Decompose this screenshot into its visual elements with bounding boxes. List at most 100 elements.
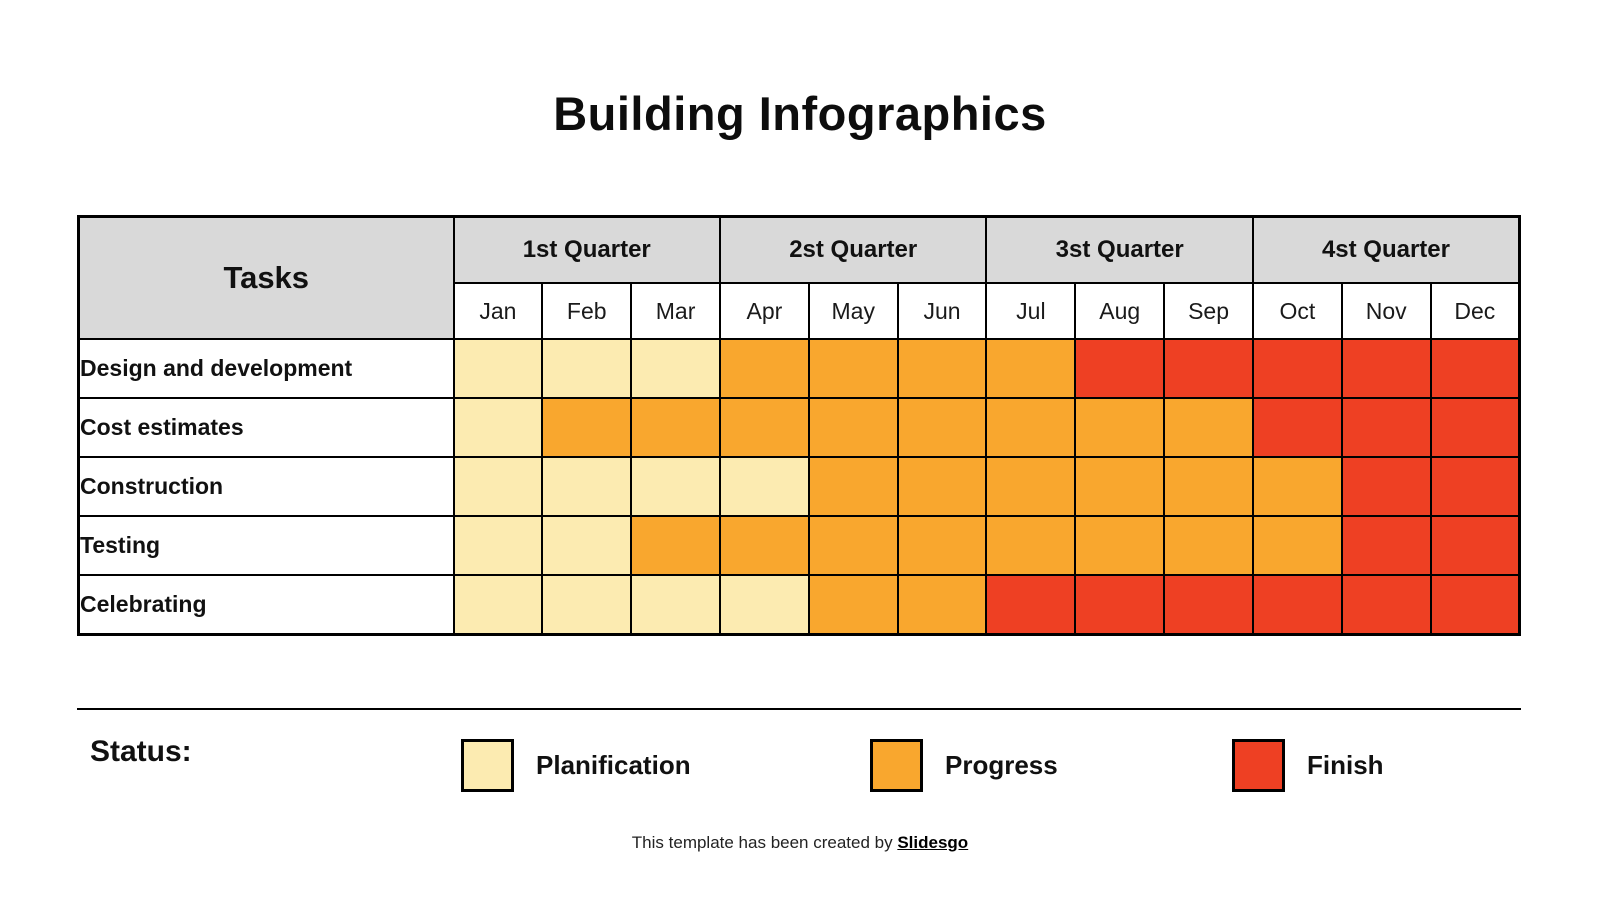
table-row: Testing	[77, 515, 1521, 576]
tasks-column-header: Tasks	[77, 215, 455, 340]
footer-credit: This template has been created by Slides…	[0, 833, 1600, 853]
gantt-cell	[452, 574, 544, 635]
divider	[77, 708, 1521, 710]
gantt-cell	[1340, 397, 1432, 458]
month-header-sep: Sep	[1163, 282, 1254, 340]
gantt-cell	[541, 574, 633, 635]
gantt-cell	[1251, 515, 1343, 576]
gantt-cell	[896, 397, 988, 458]
footer-text: This template has been created by	[631, 833, 898, 852]
table-row: Construction	[77, 456, 1521, 517]
gantt-cell	[807, 515, 899, 576]
legend-item-plan: Planification	[461, 739, 691, 792]
task-label: Testing	[77, 515, 455, 576]
task-label: Celebrating	[77, 574, 455, 635]
quarter-header-2: 2st Quarter	[718, 215, 988, 284]
gantt-cell	[1429, 456, 1521, 517]
gantt-cell	[1074, 456, 1166, 517]
gantt-cell	[985, 574, 1077, 635]
legend-swatch-progress	[870, 739, 923, 792]
gantt-cell	[541, 397, 633, 458]
page-title: Building Infographics	[553, 87, 1047, 140]
task-label: Cost estimates	[77, 397, 455, 458]
gantt-cell	[1074, 397, 1166, 458]
gantt-cell	[985, 456, 1077, 517]
legend-item-progress: Progress	[870, 739, 1058, 792]
gantt-cell	[718, 397, 810, 458]
gantt-cell	[1251, 574, 1343, 635]
gantt-cell	[896, 515, 988, 576]
gantt-cell	[1340, 456, 1432, 517]
table-row: Cost estimates	[77, 397, 1521, 458]
gantt-cell	[1163, 515, 1254, 576]
gantt-cell	[1163, 338, 1254, 399]
gantt-cell	[630, 397, 721, 458]
gantt-cell	[1251, 397, 1343, 458]
month-header-may: May	[807, 282, 899, 340]
legend-label-plan: Planification	[536, 750, 691, 780]
month-header-jun: Jun	[896, 282, 988, 340]
gantt-cell	[1163, 574, 1254, 635]
gantt-cell	[985, 515, 1077, 576]
gantt-cell	[807, 574, 899, 635]
legend-label-progress: Progress	[945, 750, 1058, 780]
month-header-jul: Jul	[985, 282, 1077, 340]
gantt-cell	[985, 397, 1077, 458]
gantt-cell	[807, 397, 899, 458]
table-row: Design and development	[77, 338, 1521, 399]
task-label: Design and development	[77, 338, 455, 399]
gantt-cell	[541, 515, 633, 576]
gantt-cell	[541, 456, 633, 517]
month-header-oct: Oct	[1251, 282, 1343, 340]
gantt-cell	[630, 515, 721, 576]
gantt-cell	[1429, 397, 1521, 458]
quarter-header-3: 3st Quarter	[985, 215, 1254, 284]
gantt-cell	[1429, 338, 1521, 399]
slidesgo-link[interactable]: Slidesgo	[897, 833, 969, 852]
legend-swatch-finish	[1232, 739, 1285, 792]
gantt-cell	[985, 338, 1077, 399]
gantt-cell	[896, 456, 988, 517]
legend-item-finish: Finish	[1232, 739, 1384, 792]
gantt-cell	[630, 338, 721, 399]
month-header-aug: Aug	[1074, 282, 1166, 340]
quarter-header-4: 4st Quarter	[1251, 215, 1521, 284]
gantt-cell	[1340, 574, 1432, 635]
month-header-dec: Dec	[1429, 282, 1521, 340]
legend-label-finish: Finish	[1307, 750, 1384, 780]
gantt-cell	[1074, 515, 1166, 576]
gantt-cell	[1074, 338, 1166, 399]
gantt-cell	[1163, 397, 1254, 458]
status-label: Status:	[90, 735, 192, 768]
gantt-cell	[452, 515, 544, 576]
gantt-cell	[718, 515, 810, 576]
gantt-cell	[1163, 456, 1254, 517]
gantt-cell	[1429, 515, 1521, 576]
gantt-cell	[1340, 515, 1432, 576]
gantt-cell	[1340, 338, 1432, 399]
month-header-mar: Mar	[630, 282, 721, 340]
gantt-cell	[807, 456, 899, 517]
gantt-table: Tasks 1st Quarter 2st Quarter 3st Quarter 4s…	[77, 215, 1521, 636]
gantt-cell	[630, 574, 721, 635]
gantt-cell	[1074, 574, 1166, 635]
legend-swatch-plan	[461, 739, 514, 792]
gantt-cell	[541, 338, 633, 399]
month-header-jan: Jan	[452, 282, 544, 340]
gantt-cell	[452, 456, 544, 517]
gantt-cell	[896, 338, 988, 399]
gantt-cell	[1251, 338, 1343, 399]
gantt-cell	[718, 338, 810, 399]
gantt-cell	[718, 574, 810, 635]
gantt-cell	[718, 456, 810, 517]
gantt-cell	[1429, 574, 1521, 635]
task-label: Construction	[77, 456, 455, 517]
table-row: Celebrating	[77, 574, 1521, 635]
month-header-nov: Nov	[1340, 282, 1432, 340]
gantt-cell	[630, 456, 721, 517]
month-header-apr: Apr	[718, 282, 810, 340]
month-header-feb: Feb	[541, 282, 633, 340]
gantt-cell	[452, 338, 544, 399]
gantt-cell	[807, 338, 899, 399]
